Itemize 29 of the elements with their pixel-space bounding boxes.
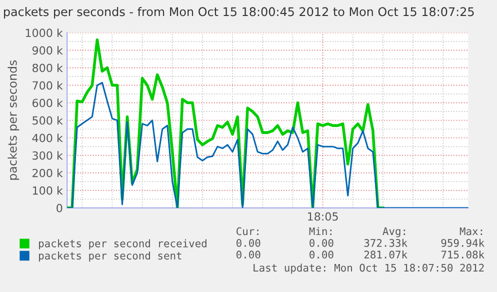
y-tick-label: 400 k [32, 134, 63, 142]
text: Avg: [382, 227, 406, 238]
legend-label: packets per second sent [39, 252, 182, 262]
y-tick-label: 0 [56, 204, 62, 212]
legend-label: packets per second received [39, 239, 206, 250]
y-tick-label: 900 k [32, 46, 63, 55]
y-tick-label: 200 k [32, 168, 63, 178]
text: 0.00 [236, 238, 260, 247]
text: Max: [460, 227, 482, 236]
y-tick-label: 700 k [32, 81, 63, 90]
y-axis-title: packets per seconds [8, 60, 20, 180]
y-tick-label: 1000 k [26, 28, 63, 38]
y-tick-label: 100 k [32, 186, 63, 195]
text: 281.07k [364, 250, 408, 259]
x-tick-label: 18:05 [308, 212, 338, 221]
y-tick-label: 300 k [32, 151, 63, 160]
y-tick-label: 600 k [32, 98, 63, 108]
y-tick-label: 500 k [32, 116, 63, 125]
text: 715.08k [441, 250, 484, 259]
chart-title: packets per seconds - from Mon Oct 15 18:00:45 2012 to Mon Oct 15 18:07:25 [4, 6, 474, 19]
text: 0.00 [310, 238, 334, 247]
text: 0.00 [236, 250, 260, 259]
text: Min: [309, 227, 332, 236]
text: 0.00 [310, 250, 334, 259]
text: Cur: [236, 227, 258, 236]
text: 959.94k [441, 238, 484, 247]
y-tick-label: 800 k [32, 64, 63, 72]
text: 372.33k [364, 238, 408, 247]
text: Last update: Mon Oct 15 18:07:50 2012 [254, 264, 484, 274]
